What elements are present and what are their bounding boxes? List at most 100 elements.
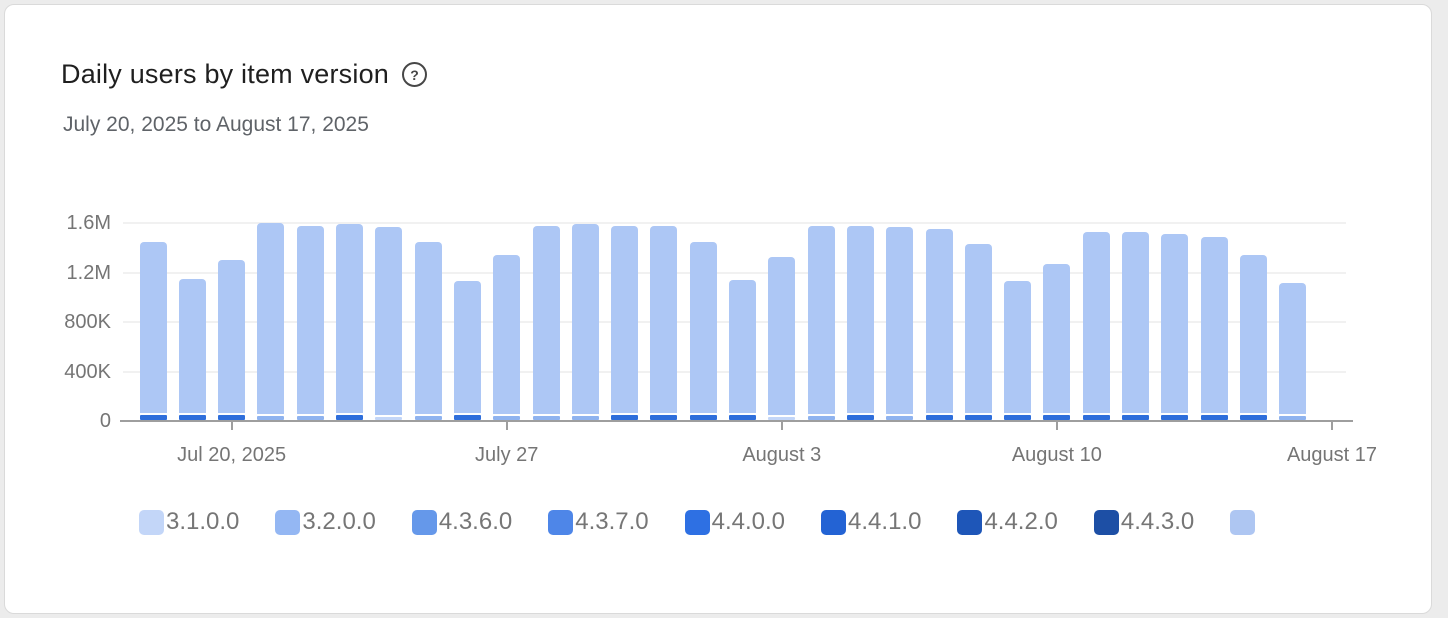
bar-segment-base (964, 415, 992, 420)
bar-segment-main (571, 224, 599, 414)
bar-jul-30[interactable] (611, 225, 639, 420)
bar-segment-base (689, 415, 717, 420)
legend-label: 4.3.7.0 (575, 508, 649, 535)
legend-item-3-2-0-0: 3.2.0.0 (275, 508, 376, 536)
x-axis-tick-label: Jul 20, 2025 (177, 444, 287, 466)
y-axis-tick-label: 0 (99, 410, 111, 432)
y-axis-tick-label: 800K (64, 311, 111, 333)
bar-jul-23[interactable] (336, 224, 363, 420)
bar-segment-main (729, 280, 756, 413)
legend-label: 4.3.6.0 (438, 508, 513, 535)
legend-label: 4.4.0.0 (711, 508, 786, 535)
daily-users-card: Daily users by item version ? July 20, 2… (4, 4, 1432, 614)
bar-aug-14[interactable] (1200, 236, 1228, 420)
date-range-subtitle: July 20, 2025 to August 17, 2025 (63, 113, 369, 136)
bar-segment-base (1200, 415, 1228, 420)
bar-aug-1[interactable] (689, 241, 717, 420)
bar-segment-main (139, 241, 167, 413)
bar-segment-base (453, 415, 481, 420)
bar-segment-base (257, 416, 285, 420)
y-axis-tick-label: 1.6M (66, 212, 111, 234)
bar-jul-29[interactable] (571, 224, 599, 420)
legend-swatch (275, 509, 301, 535)
bar-segment-base (846, 415, 874, 420)
bar-jul-18[interactable] (139, 241, 167, 420)
bar-segment-base (768, 417, 796, 420)
bar-segment-base (1122, 415, 1149, 420)
legend-label: 4.4.1.0 (848, 508, 922, 535)
bar-segment-main (1161, 234, 1189, 413)
bar-segment-base (807, 416, 835, 420)
bar-segment-base (493, 416, 521, 420)
bar-aug-16[interactable] (1279, 282, 1307, 420)
chart-header: Daily users by item version ? (61, 59, 428, 90)
plot-area (120, 222, 1353, 430)
gridline (123, 271, 1346, 274)
bar-jul-19[interactable] (178, 278, 206, 420)
bar-jul-26[interactable] (453, 281, 481, 420)
bar-aug-8[interactable] (964, 244, 992, 420)
bar-aug-4[interactable] (807, 225, 835, 420)
legend-item-3-1-0-0: 3.1.0.0 (139, 508, 239, 536)
legend-item-overflow (1230, 509, 1256, 535)
x-axis-tick-mark (1331, 422, 1333, 430)
x-axis-tick-mark (230, 422, 233, 430)
bar-segment-main (1122, 231, 1149, 413)
bar-aug-11[interactable] (1082, 231, 1110, 420)
bar-aug-5[interactable] (846, 225, 874, 420)
bar-jul-31[interactable] (650, 225, 678, 420)
legend-label: 4.4.2.0 (984, 508, 1058, 535)
legend-swatch (1230, 509, 1256, 535)
bar-aug-13[interactable] (1161, 234, 1189, 420)
bar-segment-main (689, 241, 717, 413)
chart-title: Daily users by item version (61, 59, 390, 89)
bar-segment-base (1004, 415, 1032, 420)
bar-jul-21[interactable] (257, 223, 285, 420)
bar-segment-base (178, 415, 206, 420)
bar-aug-2[interactable] (729, 280, 756, 420)
bar-aug-3[interactable] (768, 256, 796, 420)
bar-segment-base (729, 415, 756, 420)
y-axis-tick-label: 400K (64, 360, 111, 383)
legend-item-4-4-1-0: 4.4.1.0 (821, 508, 921, 536)
bar-aug-12[interactable] (1122, 231, 1149, 420)
bar-segment-base (1161, 415, 1189, 420)
bar-aug-9[interactable] (1004, 281, 1032, 420)
bar-segment-main (611, 225, 639, 413)
legend-swatch (139, 509, 164, 535)
bar-aug-10[interactable] (1043, 264, 1071, 420)
bar-segment-base (336, 415, 363, 420)
bar-segment-main (807, 225, 835, 414)
legend-item-4-4-3-0: 4.4.3.0 (1093, 508, 1194, 536)
legend-swatch (821, 509, 847, 535)
bar-jul-28[interactable] (532, 225, 560, 420)
bar-jul-20[interactable] (218, 260, 246, 420)
x-axis-tick-mark (505, 422, 508, 430)
bar-jul-25[interactable] (414, 241, 442, 420)
bar-segment-base (414, 416, 442, 420)
bar-aug-6[interactable] (886, 226, 914, 420)
bar-jul-24[interactable] (375, 226, 403, 420)
bar-segment-main (1043, 264, 1071, 413)
bar-segment-base (1043, 415, 1071, 420)
bar-jul-22[interactable] (296, 225, 324, 420)
help-icon[interactable]: ? (402, 62, 428, 87)
bar-segment-main (453, 281, 481, 413)
x-axis-tick-label: August 17 (1286, 444, 1378, 466)
bar-segment-base (571, 416, 599, 420)
bar-segment-main (178, 278, 206, 413)
gridline (123, 222, 1346, 224)
legend-label: 3.1.0.0 (166, 508, 240, 535)
bar-segment-main (257, 223, 285, 414)
bar-segment-main (1200, 236, 1228, 413)
legend-swatch (957, 509, 983, 535)
bar-segment-base (139, 415, 167, 420)
bar-aug-7[interactable] (925, 229, 953, 420)
bar-segment-base (1279, 416, 1307, 420)
bar-jul-27[interactable] (493, 255, 521, 420)
bar-segment-main (964, 244, 992, 413)
legend-item-4-3-6-0: 4.3.6.0 (411, 508, 513, 536)
bar-segment-main (925, 229, 953, 413)
bar-segment-base (296, 416, 324, 420)
bar-aug-15[interactable] (1239, 255, 1267, 420)
